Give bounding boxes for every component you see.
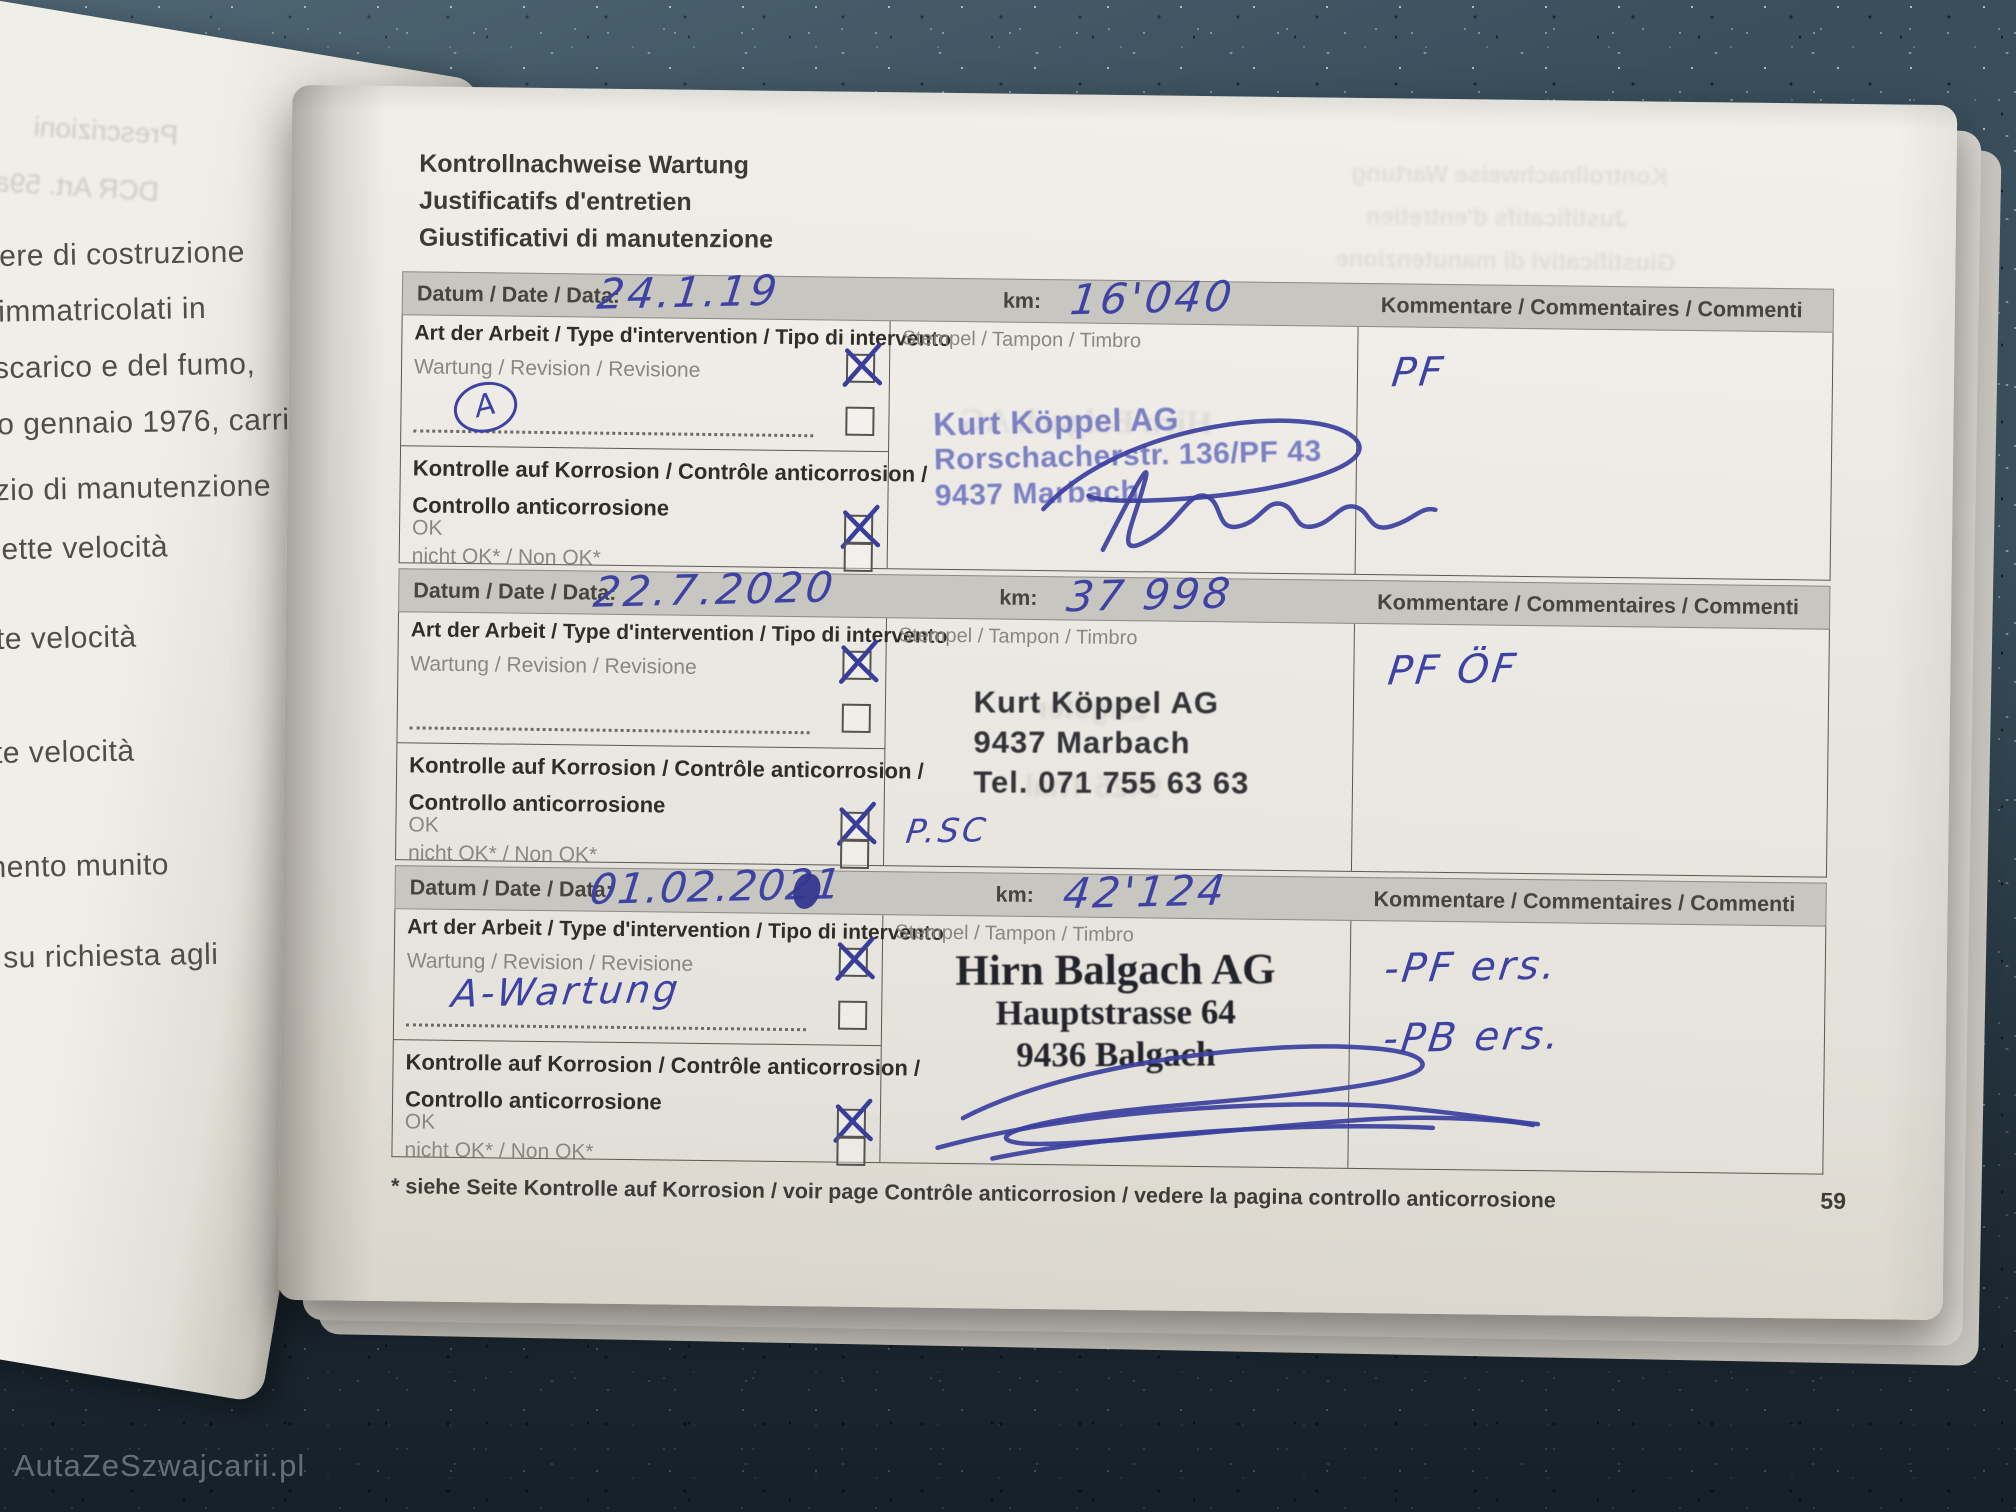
dealer-stamp: Kurt Köppel AG 9437 Marbach Tel. 071 755… (973, 682, 1249, 803)
stamp-cell: Stempel / Tampon / Timbro Eugster 9425 T… (883, 618, 1355, 871)
checkmark-x (833, 1098, 873, 1143)
checkmark-x (837, 801, 877, 846)
handwritten-km: 42'124 (1060, 865, 1231, 919)
stamp-line: Hirn Balgach AG (955, 946, 1276, 995)
ok-label: OK (408, 813, 439, 837)
left-page-text: vizio di manutenzione (0, 469, 272, 508)
handwritten-initials: P.SC (903, 810, 991, 851)
stamp-label: Stempel / Tampon / Timbro (898, 624, 1138, 650)
left-page-text: amento munito (0, 848, 170, 885)
handwritten-km: 37 998 (1064, 568, 1236, 622)
revision-checkbox (837, 1000, 868, 1030)
km-label: km: (999, 585, 1038, 611)
stamp-cell: Stempel / Tampon / Timbro Hirn Balgach A… (887, 321, 1438, 574)
handwritten-work-note: A-Wartung (449, 966, 684, 1016)
page-title-de: Kontrollnachweise Wartung (419, 149, 749, 180)
maintenance-record-1: Datum / Date / Data: 24.1.19 km: 16'040 … (398, 266, 1835, 581)
stamp-label: Stempel / Tampon / Timbro (902, 327, 1142, 353)
stamp-line: 9437 Marbach (973, 724, 1191, 761)
handwritten-comment: -PB ers. (1380, 1012, 1565, 1063)
comment-cell: PF (1356, 327, 1833, 580)
handwritten-comment: PF (1389, 349, 1449, 397)
left-page-text: i scarico e del fumo, (0, 347, 256, 386)
footnote: * siehe Seite Kontrolle auf Korrosion / … (390, 1174, 1556, 1213)
ghost-text: Kontrollnachweise Wartung (1351, 159, 1669, 191)
left-page-text: 1o gennaio 1976, carri (0, 403, 290, 442)
checkmark-x (835, 936, 875, 981)
section-divider (397, 742, 885, 750)
left-page-text: li immatricolati in (0, 291, 207, 329)
work-type-cell: Art der Arbeit / Type d'intervention / T… (392, 909, 944, 1166)
maintenance-label: Wartung / Revision / Revisione (413, 355, 701, 382)
handwritten-comment: PF ÖF (1385, 645, 1521, 695)
page-title: Kontrollnachweise Wartung Justificatifs … (419, 146, 774, 259)
checkmark-x (840, 504, 881, 549)
maintenance-label: Wartung / Revision / Revisione (410, 652, 697, 679)
work-type-cell: Art der Arbeit / Type d'intervention / T… (399, 315, 951, 572)
ghost-text: Prescrizioni (32, 110, 180, 151)
stamp-line: Tel. 071 755 63 63 (973, 764, 1250, 801)
corrosion-label-2: Controllo anticorrosione (404, 1086, 662, 1115)
comments-label: Kommentare / Commentaires / Commenti (1373, 887, 1796, 917)
service-booklet-page: Kontrollnachweise Wartung Justificatifs … (277, 84, 1958, 1321)
comments-label: Kommentare / Commentaires / Commenti (1380, 293, 1803, 323)
not-ok-label: nicht OK* / Non OK* (404, 1138, 594, 1164)
left-page-text: lo su richiesta agli (0, 937, 219, 975)
date-label: Datum / Date / Data: (416, 281, 621, 308)
page-title-fr: Justificatifs d'entretien (419, 186, 692, 217)
signature-scribble (1041, 418, 1438, 553)
checkmark-x (838, 639, 879, 684)
ghost-text: Justificatifs d'entretien (1365, 203, 1628, 234)
not-ok-checkbox (843, 542, 873, 572)
corrosion-label-2: Controllo anticorrosione (412, 492, 670, 521)
work-type-cell: Art der Arbeit / Type d'intervention / T… (396, 612, 948, 869)
not-ok-checkbox (839, 839, 870, 869)
comment-cell: PF ÖF (1352, 624, 1829, 877)
revision-checkbox (841, 703, 871, 733)
not-ok-label: nicht OK* / Non OK* (407, 841, 598, 867)
comments-label: Kommentare / Commentaires / Commenti (1377, 590, 1800, 620)
km-label: km: (995, 882, 1035, 907)
stamp-label: Stempel / Tampon / Timbro (895, 921, 1134, 947)
corrosion-label-1: Kontrolle auf Korrosion / Contrôle antic… (405, 1049, 921, 1081)
maintenance-record-3: Datum / Date / Data: 01.02.2021 km: 42'1… (391, 859, 1827, 1175)
section-divider (393, 1039, 881, 1047)
ok-label: OK (411, 516, 443, 540)
section-divider (401, 445, 889, 453)
maintenance-record-2: Datum / Date / Data: 22.7.2020 km: 37 99… (395, 562, 1831, 878)
date-label: Datum / Date / Data: (409, 875, 613, 902)
handwritten-km: 16'040 (1067, 271, 1238, 325)
ok-label: OK (404, 1110, 436, 1134)
corrosion-label-1: Kontrolle auf Korrosion / Contrôle antic… (409, 752, 924, 784)
left-page-text: ette velocità (0, 734, 135, 771)
signature-scribble (935, 1044, 1541, 1161)
ghost-text: Giustificativi di manutenzione (1335, 245, 1676, 277)
checkmark-x (842, 342, 883, 387)
corrosion-label-2: Controllo anticorrosione (408, 789, 666, 818)
page-number: 59 (1820, 1187, 1847, 1214)
watermark: AutaZeSzwajcarii.pl (14, 1448, 306, 1483)
stamp-line: Kurt Köppel AG (973, 684, 1220, 721)
left-page-text: mette velocità (0, 530, 169, 567)
handwritten-date: 24.1.19 (594, 265, 783, 319)
handwritten-comment: -PF ers. (1381, 942, 1561, 993)
ghost-text: DCR Art. 59a (0, 166, 160, 208)
left-page-text: nere di costruzione (0, 235, 246, 274)
handwritten-date: 22.7.2020 (590, 562, 839, 617)
dotted-fill-line (409, 704, 810, 735)
revision-checkbox (845, 406, 875, 437)
left-page-text: ette velocità (0, 620, 137, 657)
stamp-cell: Stempel / Tampon / Timbro Hirn Balgach A… (880, 915, 1541, 1168)
comment-cell: -PF ers. -PB ers. (1348, 921, 1825, 1174)
not-ok-checkbox (836, 1136, 866, 1166)
km-label: km: (1002, 288, 1042, 314)
corrosion-label-1: Kontrolle auf Korrosion / Contrôle antic… (412, 455, 928, 487)
date-label: Datum / Date / Data: (413, 578, 617, 605)
page-title-it: Giustificativi di manutenzione (418, 223, 774, 254)
not-ok-label: nicht OK* / Non OK* (411, 544, 601, 570)
